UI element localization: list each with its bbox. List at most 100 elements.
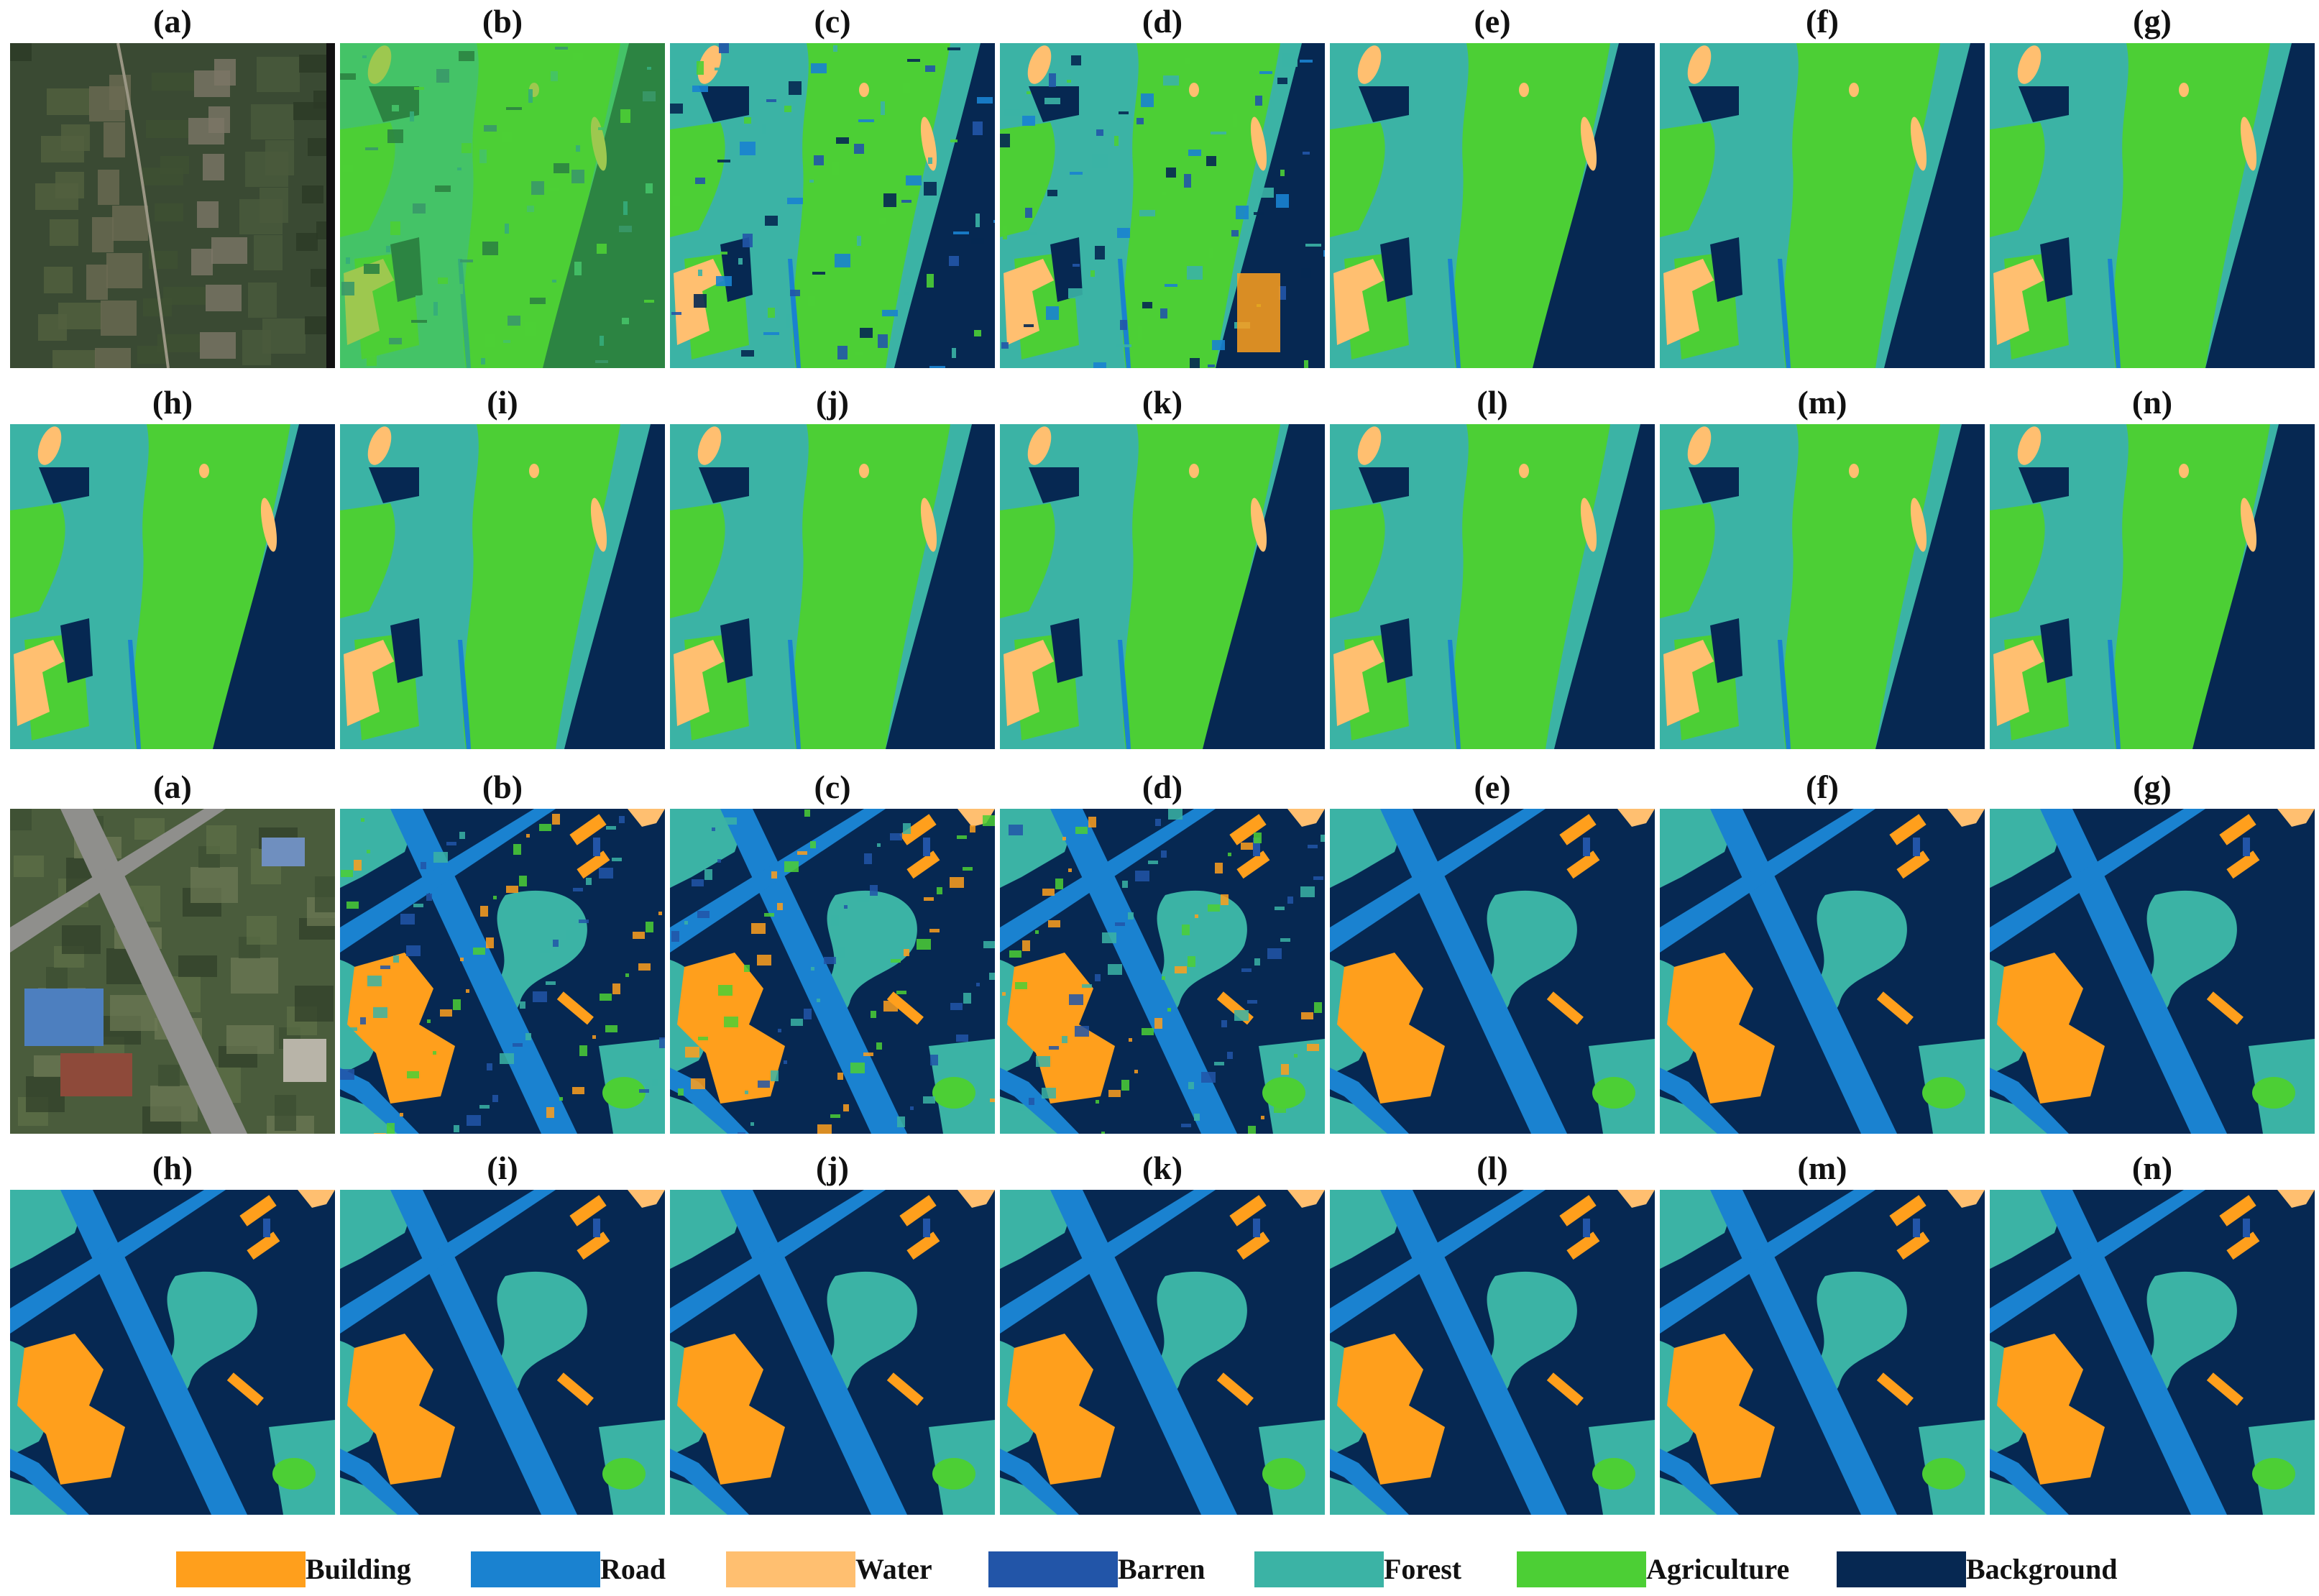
aerial-image [10,809,335,1134]
segmentation-map [340,43,665,368]
segmentation-map [1660,43,1985,368]
panel-2-d: (d) [1000,766,1325,1134]
segmentation-map [1330,424,1655,749]
panel-label: (h) [152,1150,193,1186]
segmentation-map [1990,1190,2315,1515]
panel-1-j: (j) [670,381,995,749]
panel-2-g: (g) [1990,766,2315,1134]
segmentation-map [1000,424,1325,749]
legend-swatch [1254,1551,1384,1587]
panel-1-d: (d) [1000,0,1325,368]
aerial-image [10,43,335,368]
panel-label: (k) [1142,1150,1183,1186]
panel-2-k: (k) [1000,1147,1325,1515]
segmentation-map [1660,809,1985,1134]
segmentation-map [1660,1190,1985,1515]
panel-2-c: (c) [670,766,995,1134]
segmentation-map [1000,43,1325,368]
segmentation-map [340,809,665,1134]
segmentation-map [1330,809,1655,1134]
panel-2-h: (h) [10,1147,335,1515]
segmentation-map [1990,424,2315,749]
legend-label: Background [1966,1553,2118,1585]
legend-swatch [1517,1551,1646,1587]
panel-label: (e) [1474,3,1511,40]
panel-1-m: (m) [1660,381,1985,749]
panel-1-l: (l) [1330,381,1655,749]
panel-label: (j) [816,1150,849,1186]
panel-1-f: (f) [1660,0,1985,368]
panel-label: (l) [1477,1150,1508,1186]
panel-label: (a) [153,769,192,805]
segmentation-map [1660,424,1985,749]
segmentation-map [340,424,665,749]
segmentation-map [10,1190,335,1515]
segmentation-map [670,424,995,749]
panel-label: (a) [153,3,192,40]
panel-label: (b) [482,769,523,805]
segmentation-map [340,1190,665,1515]
panel-1-g: (g) [1990,0,2315,368]
panel-label: (d) [1142,3,1183,40]
panel-2-l: (l) [1330,1147,1655,1515]
panel-2-b: (b) [340,766,665,1134]
segmentation-map [1990,809,2315,1134]
panel-label: (d) [1142,769,1183,805]
legend: Building Road Water Barren Forest Agriculture… [0,1538,2319,1596]
panel-label: (m) [1797,384,1847,421]
panel-1-a: (a) [10,0,335,368]
panel-1-c: (c) [670,0,995,368]
panel-label: (k) [1142,384,1183,421]
panel-label: (n) [2131,384,2173,421]
panel-1-h: (h) [10,381,335,749]
panel-label: (m) [1797,1150,1847,1186]
segmentation-map [1000,1190,1325,1515]
panel-1-e: (e) [1330,0,1655,368]
panel-2-a: (a) [10,766,335,1134]
panel-1-k: (k) [1000,381,1325,749]
segmentation-map [1330,43,1655,368]
panel-2-f: (f) [1660,766,1985,1134]
legend-swatch [176,1551,306,1587]
legend-swatch [471,1551,600,1587]
legend-label: Barren [1118,1553,1206,1585]
panel-2-j: (j) [670,1147,995,1515]
panel-2-e: (e) [1330,766,1655,1134]
legend-label: Agriculture [1646,1553,1790,1585]
panel-label: (g) [2133,3,2172,40]
legend-label: Forest [1384,1553,1462,1585]
segmentation-map [670,809,995,1134]
panel-1-n: (n) [1990,381,2315,749]
panel-1-b: (b) [340,0,665,368]
segmentation-map [10,424,335,749]
panel-label: (l) [1477,384,1508,421]
legend-label: Water [855,1553,932,1585]
panel-label: (e) [1474,769,1511,805]
panel-label: (f) [1806,3,1839,40]
segmentation-map [1990,43,2315,368]
legend-swatch [988,1551,1118,1587]
panel-label: (c) [814,769,851,805]
panel-2-m: (m) [1660,1147,1985,1515]
panel-label: (c) [814,3,851,40]
panel-label: (i) [487,1150,518,1186]
panel-label: (b) [482,3,523,40]
panel-2-n: (n) [1990,1147,2315,1515]
legend-label: Building [306,1553,411,1585]
figure-grid: (a) (b) (c) (d) (e) (f) (g) (h) (i) (j) (k) (l) (m) (… [10,0,2315,1515]
panel-label: (i) [487,384,518,421]
legend-label: Road [600,1553,666,1585]
panel-2-i: (i) [340,1147,665,1515]
panel-label: (n) [2131,1150,2173,1186]
legend-swatch [1837,1551,1966,1587]
panel-label: (j) [816,384,849,421]
segmentation-map [1330,1190,1655,1515]
panel-1-i: (i) [340,381,665,749]
panel-label: (h) [152,384,193,421]
segmentation-map [670,1190,995,1515]
legend-swatch [726,1551,855,1587]
segmentation-map [1000,809,1325,1134]
panel-label: (f) [1806,769,1839,805]
segmentation-map [670,43,995,368]
panel-label: (g) [2133,769,2172,805]
